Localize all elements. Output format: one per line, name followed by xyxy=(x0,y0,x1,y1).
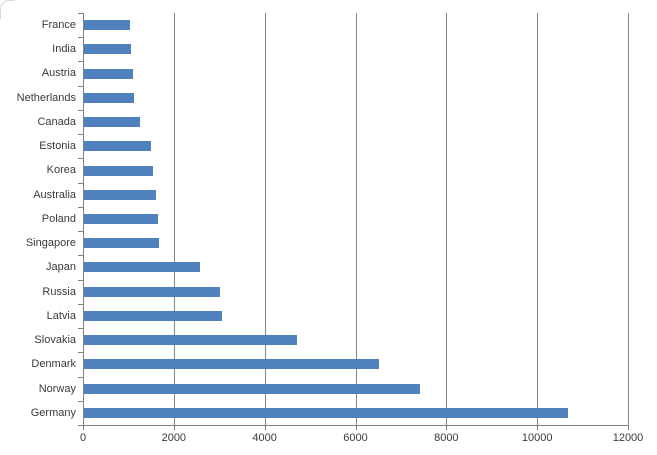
bar xyxy=(84,359,380,370)
category-label: Japan xyxy=(46,261,76,274)
x-axis-tick-label: 2000 xyxy=(161,432,187,444)
y-axis-tick xyxy=(78,207,83,208)
y-axis-tick xyxy=(78,280,83,281)
category-label: Slovakia xyxy=(34,334,76,347)
bar xyxy=(84,44,132,55)
bar xyxy=(84,262,201,273)
x-axis-tick-label: 12000 xyxy=(612,432,644,444)
category-label: Denmark xyxy=(31,358,76,371)
y-axis-tick xyxy=(78,231,83,232)
category-label: Poland xyxy=(41,212,76,225)
category-label: Korea xyxy=(46,164,76,177)
x-axis-tick xyxy=(446,426,448,430)
bar xyxy=(84,335,298,346)
bar xyxy=(84,407,568,418)
category-label: France xyxy=(41,19,76,31)
y-axis-tick xyxy=(78,304,83,305)
gridline xyxy=(173,13,175,425)
bar xyxy=(84,165,153,176)
y-axis-tick xyxy=(78,37,83,38)
y-axis-tick xyxy=(78,401,83,402)
x-axis-tick xyxy=(355,426,357,430)
y-axis-tick xyxy=(78,377,83,378)
bar xyxy=(84,286,221,297)
category-label: Netherlands xyxy=(16,91,76,104)
x-axis-tick xyxy=(83,426,84,430)
y-axis-tick xyxy=(78,61,83,62)
y-axis-tick xyxy=(78,134,83,135)
bar xyxy=(84,214,158,224)
bar xyxy=(84,383,421,394)
bar xyxy=(84,68,134,79)
category-label: Canada xyxy=(37,115,76,128)
y-axis-tick xyxy=(78,110,83,111)
bar xyxy=(84,141,151,152)
category-label: Singapore xyxy=(25,237,76,250)
category-label: Latvia xyxy=(46,309,76,322)
bar xyxy=(84,92,135,103)
x-axis-tick-label: 4000 xyxy=(252,432,277,444)
x-axis-tick xyxy=(537,426,539,430)
gridline xyxy=(628,13,629,425)
y-axis-tick xyxy=(78,158,83,159)
y-axis-line xyxy=(83,13,84,426)
gridline xyxy=(264,13,266,425)
bar xyxy=(84,189,156,200)
y-axis-tick xyxy=(78,328,83,329)
gridline xyxy=(355,13,357,425)
y-axis-tick xyxy=(78,352,83,353)
gridline xyxy=(446,13,448,425)
category-label: India xyxy=(52,43,76,56)
x-axis-tick-label: 6000 xyxy=(343,432,368,444)
x-axis-tick-label: 8000 xyxy=(434,432,459,444)
y-axis-tick xyxy=(78,425,83,426)
category-label: Russia xyxy=(42,285,76,298)
y-axis-tick xyxy=(78,255,83,256)
category-label: Norway xyxy=(38,382,76,395)
x-axis-line xyxy=(83,425,629,426)
category-label: Germany xyxy=(30,406,76,419)
x-axis-tick xyxy=(628,426,629,430)
category-label: Australia xyxy=(33,188,76,201)
category-label: Estonia xyxy=(39,140,76,153)
x-axis-tick xyxy=(173,426,175,430)
bar xyxy=(84,20,130,31)
bar xyxy=(84,310,222,321)
x-axis-tick-label: 0 xyxy=(79,432,87,444)
x-axis-tick xyxy=(264,426,266,430)
bar xyxy=(84,117,140,128)
chart-border-corner xyxy=(0,0,15,19)
y-axis-tick xyxy=(78,183,83,184)
x-axis-tick-label: 10000 xyxy=(521,432,553,444)
y-axis-tick xyxy=(78,13,83,14)
category-label: Austria xyxy=(41,67,76,80)
bar xyxy=(84,238,160,249)
gridline xyxy=(537,13,539,425)
y-axis-tick xyxy=(78,86,83,87)
